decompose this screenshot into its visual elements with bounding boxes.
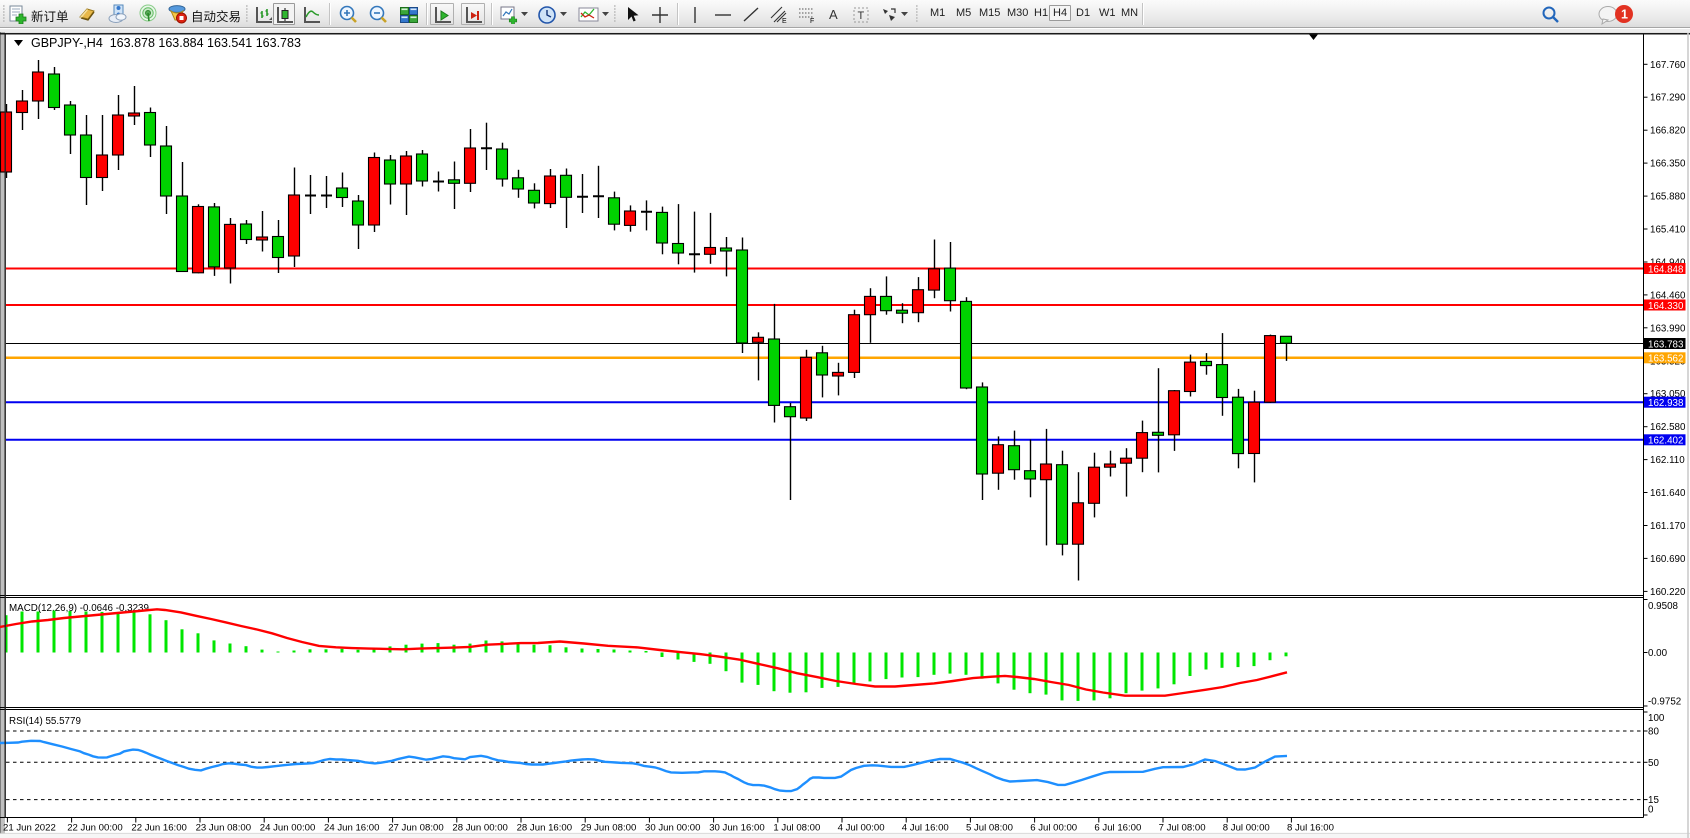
svg-text:164.460: 164.460 [1650,290,1686,301]
svg-text:4 Jul 16:00: 4 Jul 16:00 [902,823,949,834]
svg-text:8 Jul 16:00: 8 Jul 16:00 [1287,823,1334,834]
svg-text:164.848: 164.848 [1648,264,1684,275]
svg-text:E: E [782,18,787,25]
svg-text:7 Jul 08:00: 7 Jul 08:00 [1159,823,1206,834]
svg-text:163.783: 163.783 [1648,339,1684,350]
svg-text:162.938: 162.938 [1648,398,1684,409]
svg-text:27 Jun 08:00: 27 Jun 08:00 [388,823,443,834]
svg-text:MACD(12,26,9) -0.0646 -0.3239: MACD(12,26,9) -0.0646 -0.3239 [9,603,149,614]
svg-text:24 Jun 16:00: 24 Jun 16:00 [324,823,379,834]
svg-text:100: 100 [1648,713,1665,724]
svg-text:6 Jul 00:00: 6 Jul 00:00 [1030,823,1077,834]
svg-text:30 Jun 00:00: 30 Jun 00:00 [645,823,700,834]
svg-text:167.290: 167.290 [1650,93,1686,104]
svg-text:160.220: 160.220 [1650,587,1686,598]
svg-text:24 Jun 00:00: 24 Jun 00:00 [260,823,315,834]
svg-text:22 Jun 16:00: 22 Jun 16:00 [131,823,186,834]
svg-text:15: 15 [1648,795,1659,806]
svg-text:160.690: 160.690 [1650,554,1686,565]
svg-text:8 Jul 00:00: 8 Jul 00:00 [1223,823,1270,834]
svg-text:161.640: 161.640 [1650,488,1686,499]
svg-text:166.350: 166.350 [1650,159,1686,170]
svg-text:23 Jun 08:00: 23 Jun 08:00 [196,823,251,834]
svg-text:162.580: 162.580 [1650,422,1686,433]
svg-text:-0.9752: -0.9752 [1648,697,1681,708]
svg-text:162.402: 162.402 [1648,436,1683,447]
svg-text:28 Jun 00:00: 28 Jun 00:00 [452,823,507,834]
svg-text:162.110: 162.110 [1650,455,1685,466]
svg-text:0.00: 0.00 [1648,648,1668,659]
svg-text:165.410: 165.410 [1650,225,1686,236]
svg-text:1: 1 [1621,8,1628,22]
svg-text:28 Jun 16:00: 28 Jun 16:00 [517,823,572,834]
svg-text:0.9508: 0.9508 [1648,601,1679,612]
svg-text:5 Jul 08:00: 5 Jul 08:00 [966,823,1013,834]
svg-text:161.170: 161.170 [1650,521,1686,532]
svg-text:29 Jun 08:00: 29 Jun 08:00 [581,823,636,834]
svg-text:F: F [810,18,814,25]
svg-text:163.050: 163.050 [1650,389,1686,400]
svg-text:4 Jul 00:00: 4 Jul 00:00 [838,823,885,834]
svg-text:167.760: 167.760 [1650,60,1686,71]
svg-text:30 Jun 16:00: 30 Jun 16:00 [709,823,764,834]
svg-text:T: T [858,10,865,22]
svg-text:163.990: 163.990 [1650,323,1686,334]
svg-text:21 Jun 2022: 21 Jun 2022 [3,823,56,834]
svg-text:1 Jul 08:00: 1 Jul 08:00 [773,823,820,834]
svg-text:164.330: 164.330 [1648,301,1684,312]
svg-text:A: A [829,7,838,22]
svg-text:50: 50 [1648,758,1659,769]
svg-text:0: 0 [1648,805,1654,816]
svg-text:165.880: 165.880 [1650,192,1686,203]
svg-text:6 Jul 16:00: 6 Jul 16:00 [1094,823,1141,834]
svg-text:22 Jun 00:00: 22 Jun 00:00 [67,823,122,834]
svg-text:GBPJPY-,H4 163.878 163.884 16: GBPJPY-,H4 163.878 163.884 163.541 163.7… [31,36,301,50]
svg-text:RSI(14) 55.5779: RSI(14) 55.5779 [9,716,81,727]
svg-text:166.820: 166.820 [1650,126,1686,137]
svg-text:163.562: 163.562 [1648,354,1683,365]
svg-text:80: 80 [1648,727,1659,738]
